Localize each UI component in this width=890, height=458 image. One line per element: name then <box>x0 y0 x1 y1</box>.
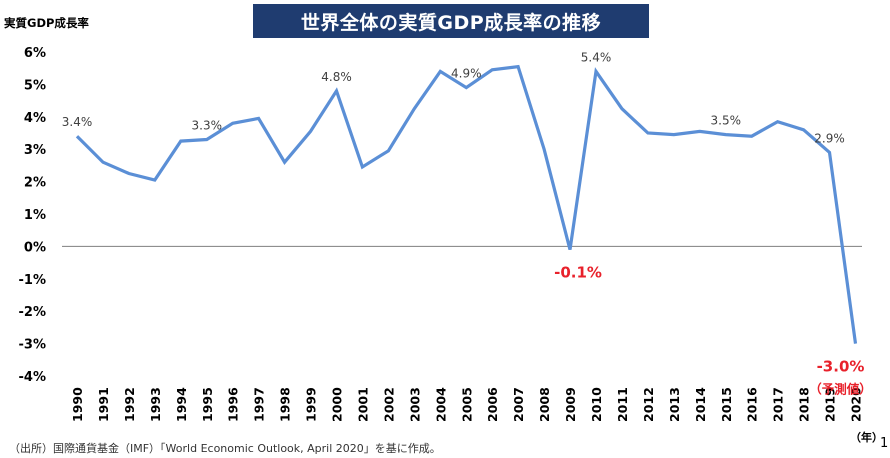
x-tick-label: 2019 <box>823 387 838 422</box>
page-number: 1 <box>880 436 889 451</box>
data-label: 3.4% <box>62 115 93 129</box>
x-tick-label: 1994 <box>174 387 189 422</box>
x-tick-label: 2000 <box>330 387 345 422</box>
x-tick-label: 1999 <box>304 387 319 422</box>
data-label: 4.9% <box>451 67 482 81</box>
y-tick-label: -2% <box>19 305 46 320</box>
data-label: 3.5% <box>711 114 742 128</box>
x-tick-label: 1992 <box>122 387 137 422</box>
y-tick-label: -3% <box>19 338 46 353</box>
x-tick-label: 1995 <box>200 387 215 422</box>
x-tick-label: 2014 <box>693 387 708 422</box>
x-tick-label: 2006 <box>485 387 500 422</box>
chart-title: 世界全体の実質GDP成長率の推移 <box>253 4 649 38</box>
x-tick-label: 1997 <box>252 387 267 422</box>
x-tick-label: 1993 <box>148 387 163 422</box>
x-tick-label: 2016 <box>745 387 760 422</box>
data-label-highlight: -0.1% <box>554 264 602 282</box>
y-tick-label: 3% <box>24 143 46 158</box>
y-axis-label: 実質GDP成長率 <box>4 16 89 30</box>
source-note: （出所）国際通貨基金（IMF）「World Economic Outlook, … <box>9 442 441 455</box>
data-label: 5.4% <box>581 50 612 64</box>
x-tick-label: 2001 <box>355 387 370 422</box>
data-label: 4.8% <box>321 70 352 84</box>
y-tick-label: 6% <box>24 46 46 61</box>
y-tick-label: 5% <box>24 78 46 93</box>
y-tick-label: 1% <box>24 208 46 223</box>
x-tick-label: 2010 <box>589 387 604 422</box>
x-tick-label: 1998 <box>278 387 293 422</box>
series-line <box>75 64 858 344</box>
x-tick-label: 1991 <box>96 387 111 422</box>
x-tick-label: 2011 <box>615 387 630 422</box>
x-tick-label: 2017 <box>771 387 786 422</box>
y-tick-label: -4% <box>19 370 46 385</box>
y-tick-label: -1% <box>19 273 46 288</box>
data-label-subtext: （予測値） <box>809 382 872 397</box>
data-label-highlight: -3.0% <box>817 358 865 376</box>
x-tick-label: 2020 <box>849 387 864 422</box>
x-tick-label: 2012 <box>641 387 656 422</box>
data-label: 3.3% <box>192 118 223 132</box>
x-tick-label: 2013 <box>667 387 682 422</box>
x-tick-label: 2003 <box>407 387 422 422</box>
x-tick-label: 2009 <box>563 387 578 422</box>
x-tick-label: 2002 <box>381 387 396 422</box>
x-tick-label: 1990 <box>70 387 85 422</box>
y-tick-label: 0% <box>24 240 46 255</box>
y-tick-label: 4% <box>24 111 46 126</box>
data-label: 2.9% <box>814 131 845 145</box>
y-tick-label: 2% <box>24 176 46 191</box>
x-tick-label: 2008 <box>537 387 552 422</box>
x-tick-label: 2007 <box>511 387 526 422</box>
x-tick-label: 1996 <box>226 387 241 422</box>
x-tick-label: 2004 <box>433 387 448 422</box>
x-tick-label: 2015 <box>719 387 734 422</box>
x-axis-unit: （年） <box>850 431 883 444</box>
x-tick-label: 2018 <box>797 387 812 422</box>
x-tick-label: 2005 <box>459 387 474 422</box>
